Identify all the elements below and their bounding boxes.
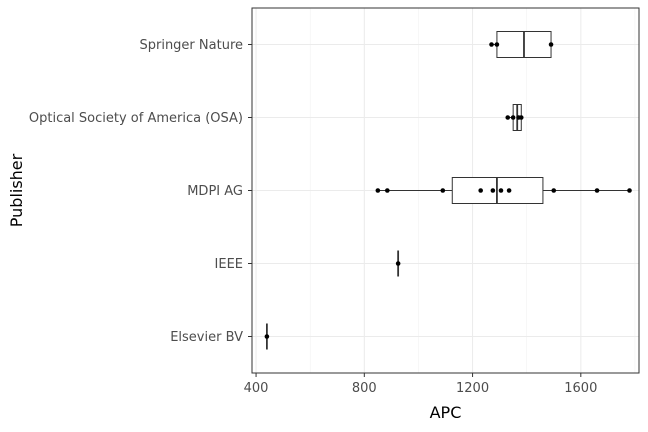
data-point [440,188,446,193]
y-tick-label: Springer Nature [139,38,243,53]
data-point [264,334,270,339]
box-group-mdpi-ag [375,177,632,204]
data-point [518,115,524,120]
box-group-ieee [395,250,401,277]
x-axis-title: APC [430,403,462,422]
data-point [594,188,600,193]
grid-lines [252,8,639,373]
box-group-springer-nature [489,31,554,58]
data-point [627,188,632,193]
data-point [375,188,381,193]
y-tick-label: Optical Society of America (OSA) [29,111,243,126]
data-point [506,188,512,193]
box-group-optical-society-of-america-osa- [505,104,524,131]
data-point [510,115,516,120]
data-point [551,188,557,193]
x-tick-label: 1600 [564,381,597,396]
data-point [478,188,483,193]
x-tick-label: 400 [244,381,269,396]
x-tick-label: 1200 [456,381,489,396]
y-tick-label: MDPI AG [187,184,243,199]
y-tick-label: IEEE [215,257,243,272]
y-tick-label: Elsevier BV [170,330,243,345]
data-point [395,261,401,266]
data-point [505,115,511,120]
data-point [494,42,500,47]
data-point [498,188,504,193]
data-point [548,42,554,47]
axes: 400 800 1200 1600 Springer Nature Optical Soc… [29,38,597,396]
y-axis-title: Publisher [7,153,26,227]
data-point [490,188,496,193]
data-point [489,42,494,47]
data-point [385,188,390,193]
plot-area [264,31,632,350]
x-tick-label: 800 [352,381,377,396]
box-group-elsevier-bv [264,323,270,350]
